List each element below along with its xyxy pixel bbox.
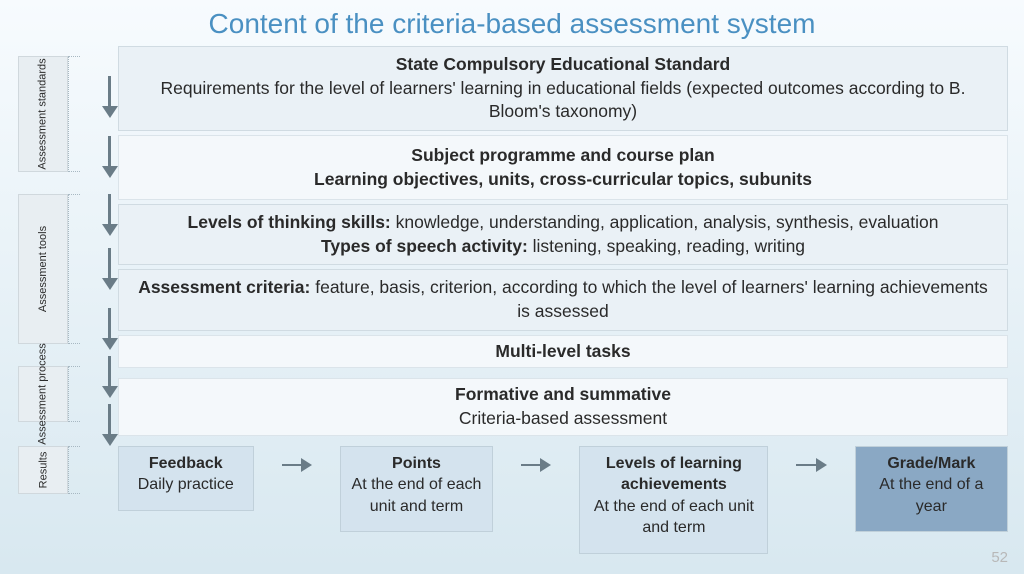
result-levels: Levels of learning achievements At the e… — [579, 446, 768, 554]
box-multi: Multi-level tasks — [118, 335, 1008, 369]
thinking-label: Levels of thinking skills: — [188, 212, 391, 232]
result-grade-title: Grade/Mark — [887, 455, 975, 472]
side-label-process: Assessment process — [18, 366, 68, 422]
speech-body: listening, speaking, reading, writing — [528, 236, 805, 256]
box-standard: State Compulsory Educational Standard Re… — [118, 46, 1008, 131]
arrow-right-3 — [796, 460, 826, 470]
result-points: Points At the end of each unit and term — [340, 446, 493, 533]
result-feedback-title: Feedback — [149, 455, 223, 472]
result-feedback-body: Daily practice — [138, 476, 234, 493]
side-label-results: Results — [18, 446, 68, 494]
bracket-tools — [68, 194, 80, 344]
box-formative: Formative and summative Criteria-based a… — [118, 378, 1008, 435]
result-points-body: At the end of each unit and term — [352, 476, 482, 515]
criteria-body: feature, basis, criterion, according to … — [310, 277, 987, 321]
result-grade-body: At the end of a year — [879, 476, 983, 515]
result-levels-title: Levels of learning achievements — [606, 455, 742, 494]
arrow-right-1 — [282, 460, 312, 470]
box-programme: Subject programme and course plan Learni… — [118, 135, 1008, 200]
box-programme-body: Learning objectives, units, cross-curric… — [314, 169, 812, 189]
box-thinking-speech: Levels of thinking skills: knowledge, un… — [118, 204, 1008, 265]
thinking-body: knowledge, understanding, application, a… — [391, 212, 939, 232]
multi-text: Multi-level tasks — [495, 341, 630, 361]
arrow-right-2 — [521, 460, 551, 470]
box-criteria: Assessment criteria: feature, basis, cri… — [118, 269, 1008, 330]
result-feedback: Feedback Daily practice — [118, 446, 254, 511]
page-number: 52 — [991, 549, 1008, 566]
diagram-content: Assessment standards Assessment tools As… — [0, 46, 1024, 554]
result-points-title: Points — [392, 455, 441, 472]
result-grade: Grade/Mark At the end of a year — [855, 446, 1008, 533]
speech-label: Types of speech activity: — [321, 236, 528, 256]
formative-title: Formative and summative — [455, 384, 671, 404]
box-standard-body: Requirements for the level of learners' … — [161, 78, 966, 122]
bracket-results — [68, 446, 80, 494]
page-title: Content of the criteria-based assessment… — [0, 0, 1024, 46]
side-label-tools: Assessment tools — [18, 194, 68, 344]
box-standard-title: State Compulsory Educational Standard — [396, 54, 731, 74]
results-row: Feedback Daily practice Points At the en… — [118, 446, 1008, 554]
formative-body: Criteria-based assessment — [459, 408, 667, 428]
bracket-process — [68, 366, 80, 422]
bracket-standards — [68, 56, 80, 172]
side-label-standards: Assessment standards — [18, 56, 68, 172]
result-levels-body: At the end of each unit and term — [594, 498, 754, 537]
box-programme-title: Subject programme and course plan — [411, 145, 714, 165]
criteria-label: Assessment criteria: — [138, 277, 310, 297]
